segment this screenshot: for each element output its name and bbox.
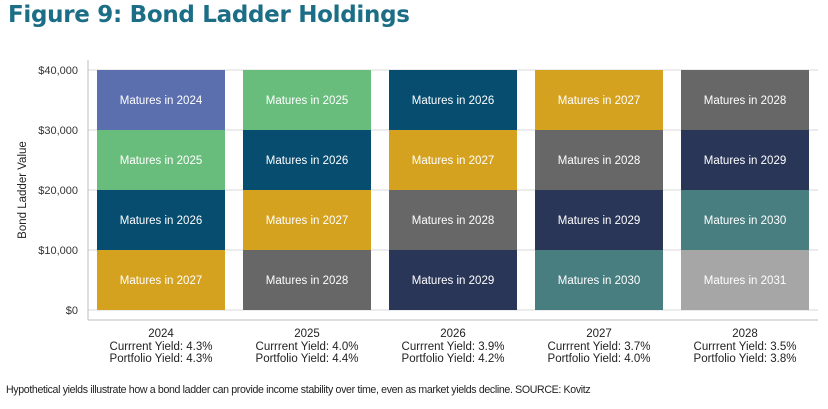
y-tick-label: $30,000 [38,125,78,137]
segment-label: Matures in 2027 [120,275,202,287]
y-tick-label: $20,000 [38,185,78,197]
yield-label: Portfolio Yield: 4.2% [402,353,505,365]
figure-title: Figure 9: Bond Ladder Holdings [8,2,410,28]
yield-label: Currrent Yield: 4.0% [256,341,359,353]
x-tick-label: 2026 [440,328,466,340]
yield-label: Currrent Yield: 3.7% [548,341,651,353]
segment-label: Matures in 2025 [120,155,202,167]
y-tick-label: $10,000 [38,245,78,257]
segment-label: Matures in 2028 [704,95,786,107]
bar-segment [535,130,663,190]
bar-segment [681,250,809,310]
y-axis-title: Bond Ladder Value [17,141,29,239]
bar-segment [681,130,809,190]
segment-label: Matures in 2027 [266,215,348,227]
bar-segment [97,190,225,250]
segment-label: Matures in 2028 [412,215,494,227]
yield-label: Portfolio Yield: 4.4% [256,353,359,365]
segment-label: Matures in 2030 [704,215,786,227]
bar-segment [389,130,517,190]
yield-label: Currrent Yield: 3.9% [402,341,505,353]
segment-label: Matures in 2029 [558,215,640,227]
segment-label: Matures in 2029 [412,275,494,287]
segment-label: Matures in 2027 [412,155,494,167]
bar-segment [389,190,517,250]
bar-segment [97,130,225,190]
segment-label: Matures in 2031 [704,275,786,287]
bar-segment [389,250,517,310]
bar-segment [681,190,809,250]
yield-label: Currrent Yield: 4.3% [110,341,213,353]
segment-label: Matures in 2025 [266,95,348,107]
bar-segment [243,130,371,190]
segment-label: Matures in 2030 [558,275,640,287]
footnote: Hypothetical yields illustrate how a bon… [6,384,591,396]
x-tick-label: 2024 [148,328,174,340]
axes [87,60,818,321]
bar-segment [389,70,517,130]
yield-label: Portfolio Yield: 4.3% [110,353,213,365]
x-tick-label: 2027 [586,328,612,340]
bar-segment [681,70,809,130]
y-tick-label: $40,000 [38,65,78,77]
segment-label: Matures in 2026 [266,155,348,167]
segment-label: Matures in 2026 [120,215,202,227]
segment-label: Matures in 2027 [558,95,640,107]
y-tick-label: $0 [66,305,78,317]
segment-label: Matures in 2026 [412,95,494,107]
bar-segment [243,70,371,130]
bar-segment [97,70,225,130]
bar-segment [535,250,663,310]
bars [97,70,809,310]
x-tick-label: 2028 [732,328,758,340]
segment-label: Matures in 2029 [704,155,786,167]
yield-label: Portfolio Yield: 3.8% [694,353,797,365]
segment-label: Matures in 2028 [558,155,640,167]
x-tick-label: 2025 [294,328,320,340]
bar-segment [535,70,663,130]
yield-label: Currrent Yield: 3.5% [694,341,797,353]
bar-segment [97,250,225,310]
segment-label: Matures in 2024 [120,95,203,107]
segment-label: Matures in 2028 [266,275,348,287]
bar-segment [243,250,371,310]
bar-segment [535,190,663,250]
yield-label: Portfolio Yield: 4.0% [548,353,651,365]
bar-segment [243,190,371,250]
labels: $0 $10,000 $20,000 $30,000 $40,000 Bond Ladde… [17,65,796,365]
